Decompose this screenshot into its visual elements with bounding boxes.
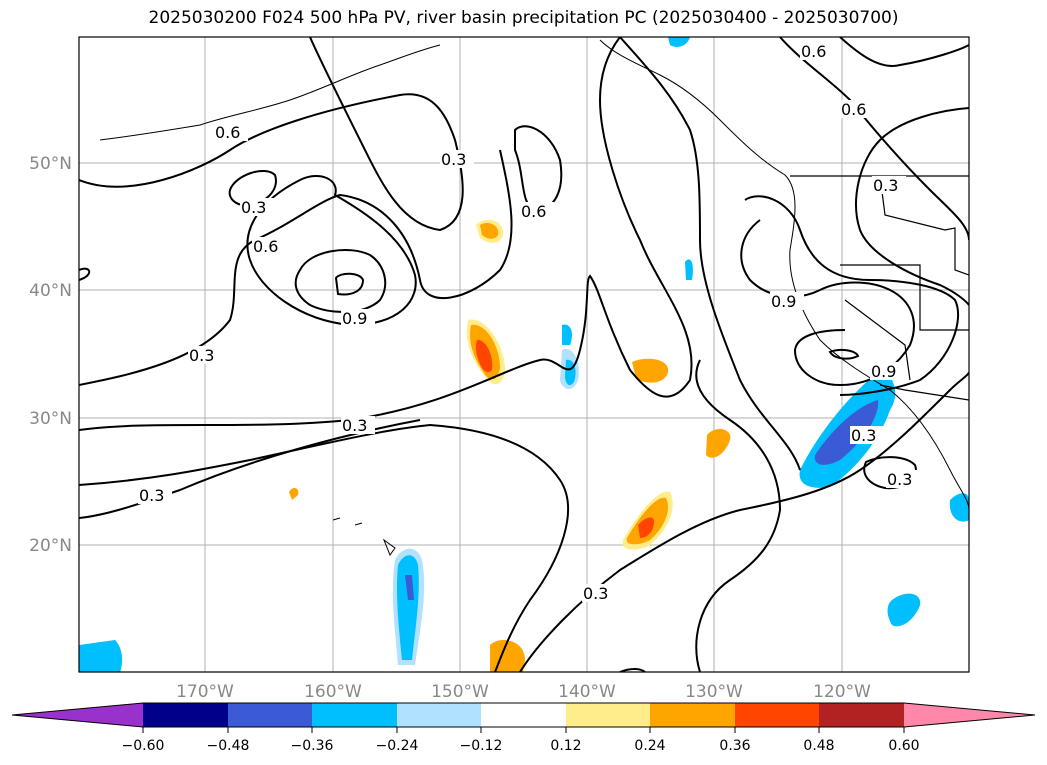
contour-label: 0.6 <box>215 123 240 142</box>
colorbar-tick-label: −0.12 <box>460 738 503 754</box>
colorbar-segment <box>228 703 312 727</box>
contour-label: 0.9 <box>871 362 896 381</box>
lon-label: 120°W <box>813 682 871 702</box>
colorbar-segment <box>481 703 566 727</box>
gridlines <box>79 37 969 672</box>
colorbar-tick-label: −0.24 <box>376 738 419 754</box>
colorbar-segment <box>904 703 1035 727</box>
lon-label: 140°W <box>558 682 616 702</box>
colorbar-tick-label: 0.48 <box>803 738 834 754</box>
lon-label: 170°W <box>176 682 234 702</box>
contour-label: 0.3 <box>241 198 266 217</box>
colorbar-segment <box>312 703 397 727</box>
latitude-labels: 50°N 40°N 30°N 20°N <box>29 154 72 556</box>
coastlines <box>99 39 969 557</box>
pv-contours <box>79 37 969 672</box>
contour-label: 0.3 <box>873 176 898 195</box>
map-title: 2025030200 F024 500 hPa PV, river basin … <box>148 8 899 28</box>
map-area <box>79 37 969 672</box>
contour-label: 0.3 <box>189 346 214 365</box>
contour-label: 0.9 <box>342 309 367 328</box>
political-borders <box>790 175 969 401</box>
contour-label: 0.3 <box>851 426 876 445</box>
map-frame <box>78 36 970 673</box>
colorbar-segment <box>143 703 228 727</box>
contour-label: 0.6 <box>521 202 546 221</box>
colorbar-tick-label: 0.60 <box>888 738 919 754</box>
contour-labels: 0.6 0.3 0.6 0.3 0.9 0.3 0.3 0.3 0.6 0.6 … <box>138 42 920 603</box>
negative-precip-shading <box>79 37 969 672</box>
colorbar-tick-label: −0.60 <box>122 738 165 754</box>
colorbar-segment <box>735 703 819 727</box>
lon-label: 160°W <box>304 682 362 702</box>
contour-label: 0.3 <box>139 486 164 505</box>
contour-label: 0.3 <box>583 584 608 603</box>
colorbar-tick-label: −0.48 <box>207 738 250 754</box>
lat-label: 40°N <box>29 281 72 301</box>
contour-label: 0.9 <box>771 292 796 311</box>
contour-label: 0.3 <box>342 416 367 435</box>
lon-label: 130°W <box>685 682 743 702</box>
colorbar-tick-label: −0.36 <box>291 738 334 754</box>
lat-label: 20°N <box>29 536 72 556</box>
colorbar: −0.60 −0.48 −0.36 −0.24 −0.12 0.12 0.24 … <box>11 702 1036 754</box>
colorbar-segment <box>566 703 650 727</box>
colorbar-tick-label: 0.24 <box>634 738 665 754</box>
colorbar-segment <box>12 703 143 727</box>
contour-label: 0.3 <box>441 150 466 169</box>
colorbar-segment <box>397 703 481 727</box>
colorbar-tick-label: 0.36 <box>719 738 750 754</box>
longitude-labels: 170°W 160°W 150°W 140°W 130°W 120°W <box>176 682 871 702</box>
colorbar-tick-label: 0.12 <box>550 738 581 754</box>
contour-label: 0.6 <box>841 100 866 119</box>
contour-label: 0.6 <box>253 237 278 256</box>
colorbar-segment <box>819 703 904 727</box>
contour-label: 0.3 <box>887 470 912 489</box>
lat-label: 30°N <box>29 409 72 429</box>
colorbar-ticks <box>142 727 905 733</box>
lon-label: 150°W <box>431 682 489 702</box>
lat-label: 50°N <box>29 154 72 174</box>
contour-label: 0.6 <box>801 42 826 61</box>
colorbar-segment <box>650 703 735 727</box>
